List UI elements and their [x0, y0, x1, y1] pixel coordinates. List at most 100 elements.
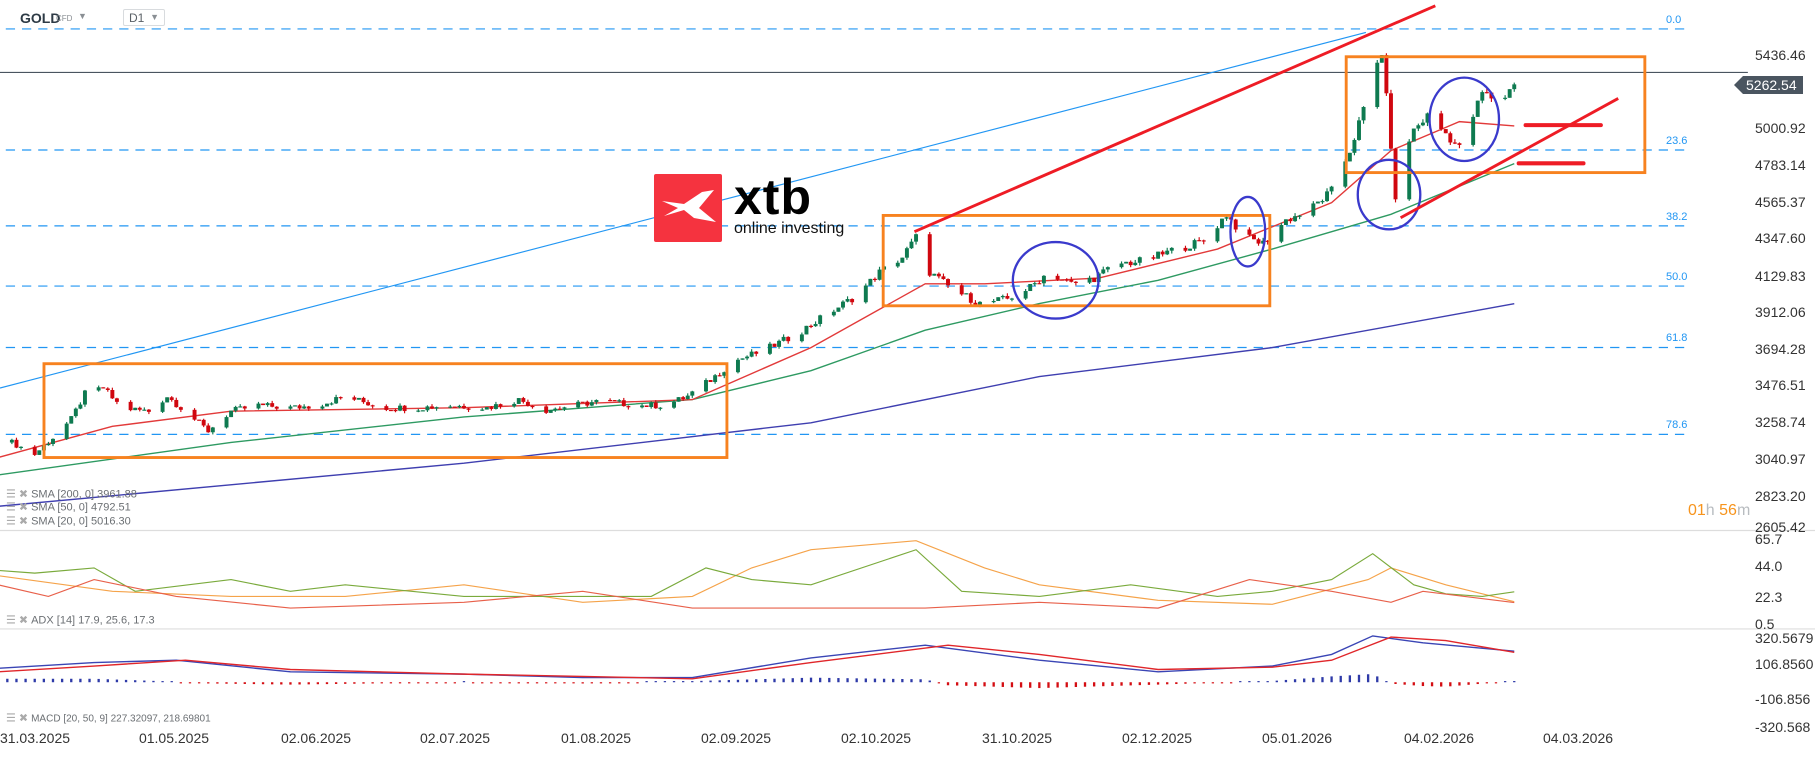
candle-bearish — [585, 401, 590, 406]
timeframe-select[interactable]: D1 ▼ — [123, 9, 165, 26]
candle-bearish — [14, 439, 19, 448]
macd-histogram-bar — [1321, 677, 1324, 683]
range-box-1[interactable] — [42, 362, 729, 459]
candle-bullish — [1119, 263, 1124, 268]
macd-histogram-bar — [271, 682, 274, 685]
macd-histogram-bar — [1038, 682, 1041, 689]
macd-histogram-bar — [462, 681, 466, 683]
close-icon[interactable]: ✖ — [18, 501, 29, 514]
macd-histogram-bar — [837, 678, 840, 683]
macd-histogram-bar — [1056, 682, 1059, 688]
candle-bearish — [114, 398, 119, 402]
candle-bearish — [489, 407, 494, 409]
candle-bullish — [256, 403, 261, 409]
close-icon[interactable]: ✖ — [18, 515, 29, 528]
settings-icon[interactable]: ☰ — [6, 515, 16, 528]
macd-histogram-bar — [965, 682, 968, 686]
macd-histogram-bar — [1275, 680, 1278, 683]
macd-histogram-bar — [745, 679, 749, 683]
macd-histogram-bar — [1494, 682, 1498, 684]
candle-bullish — [1000, 295, 1005, 298]
close-icon[interactable]: ✖ — [18, 488, 29, 501]
close-icon[interactable]: ✖ — [18, 614, 29, 627]
timeframe-value: D1 — [129, 11, 145, 25]
candle-bullish — [749, 351, 754, 357]
macd-histogram-bar — [1440, 682, 1443, 687]
macd-histogram-bar — [106, 679, 109, 683]
candle-bearish — [270, 403, 275, 407]
macd-histogram-bar — [161, 681, 164, 683]
candle-bearish — [1233, 219, 1238, 230]
macd-histogram-bar — [882, 678, 886, 683]
candle-bullish — [1283, 219, 1288, 226]
candle-bullish — [416, 410, 421, 412]
chevron-down-icon: ▼ — [150, 12, 159, 22]
settings-icon[interactable]: ☰ — [6, 614, 16, 627]
candle-bearish — [959, 285, 964, 295]
candle-bullish — [1261, 240, 1266, 244]
candle-bearish — [1448, 133, 1453, 143]
fibonacci-retracement[interactable] — [5, 28, 1690, 435]
candle-bearish — [452, 406, 457, 408]
macd-histogram-bar — [590, 682, 593, 684]
candle-bearish — [1288, 219, 1293, 222]
legend-sma200: ☰ ✖ SMA [200, 0] 3961.88 — [6, 488, 137, 501]
highlight-circle-2[interactable] — [1229, 195, 1267, 268]
candle-bullish — [767, 343, 772, 354]
candle-bearish — [242, 406, 247, 409]
candle-bearish — [1064, 279, 1069, 281]
close-icon[interactable]: ✖ — [18, 712, 29, 725]
macd-histogram-bar — [1010, 682, 1014, 688]
candle-bearish — [621, 400, 626, 407]
candle-bullish — [576, 401, 581, 408]
settings-icon[interactable]: ☰ — [6, 488, 16, 501]
candle-bearish — [32, 446, 37, 455]
macd-histogram-bar — [691, 681, 694, 683]
candle-bullish — [900, 257, 905, 263]
macd-histogram-bar — [1184, 682, 1187, 684]
candle-bearish — [1005, 295, 1010, 299]
settings-icon[interactable]: ☰ — [6, 501, 16, 514]
highlight-circle-4[interactable] — [1428, 76, 1501, 163]
symbol-dropdown-icon[interactable]: ▼ — [78, 11, 87, 21]
candle-bullish — [356, 397, 361, 400]
trendline-red-upper[interactable] — [913, 4, 1436, 233]
range-box-3[interactable] — [1344, 55, 1647, 175]
trendline-red-lower[interactable] — [1399, 97, 1619, 220]
candle-bullish — [1375, 62, 1380, 108]
macd-histogram-bar — [152, 680, 155, 683]
candle-bullish — [1224, 217, 1229, 219]
macd-histogram-bar — [1348, 675, 1352, 683]
candle-bullish — [420, 410, 425, 412]
candle-bearish — [361, 397, 366, 403]
sma20-line — [0, 120, 1515, 458]
candle-bullish — [1279, 225, 1284, 242]
candle-bullish — [493, 404, 498, 409]
macd-histogram-bar — [179, 682, 183, 684]
candle-bearish — [1452, 142, 1457, 144]
highlight-circle-1[interactable] — [1011, 240, 1100, 320]
candle-bearish — [338, 397, 343, 399]
range-box-2[interactable] — [881, 213, 1272, 308]
settings-icon[interactable]: ☰ — [6, 712, 16, 725]
drawings[interactable] — [42, 4, 1647, 459]
candle-bullish — [836, 307, 841, 312]
macd-histogram-bar — [1019, 682, 1023, 688]
macd-histogram-bar — [910, 679, 913, 683]
candle-bearish — [1484, 92, 1489, 94]
candle-bearish — [1092, 277, 1097, 283]
candle-bullish — [676, 397, 681, 402]
date-axis-label: 01.05.2025 — [138, 730, 210, 746]
macd-histogram-bar — [6, 678, 9, 683]
date-axis-label: 01.08.2025 — [560, 730, 632, 746]
highlight-circle-3[interactable] — [1356, 158, 1422, 231]
macd-histogram-bar — [517, 682, 520, 684]
macd-histogram-bar — [1239, 681, 1242, 683]
candle-bullish — [863, 285, 868, 303]
macd-histogram-bar — [791, 678, 794, 683]
macd-histogram-bar — [1339, 675, 1342, 683]
symbol-name[interactable]: GOLD — [20, 10, 61, 26]
macd-histogram-bar — [499, 682, 502, 684]
macd-histogram-bar — [736, 679, 740, 683]
